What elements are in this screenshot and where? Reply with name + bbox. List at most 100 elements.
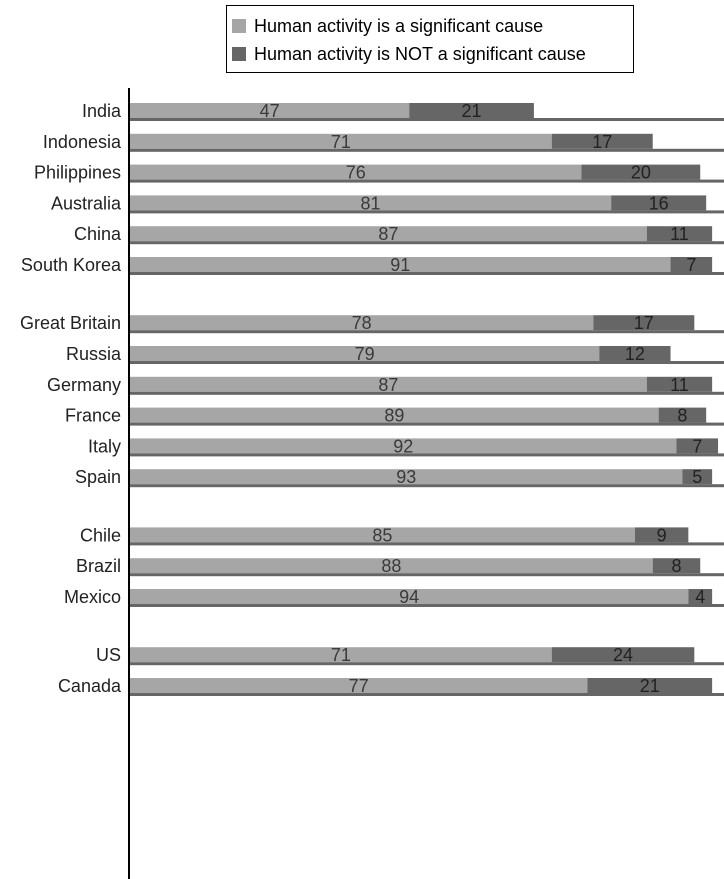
data-label-significant: 71 bbox=[331, 132, 351, 152]
bar-significant bbox=[130, 527, 635, 543]
bar-underline bbox=[130, 210, 724, 214]
data-label-significant: 47 bbox=[260, 101, 280, 121]
data-label-not-significant: 11 bbox=[670, 375, 689, 395]
data-label-significant: 76 bbox=[346, 163, 366, 183]
data-label-significant: 92 bbox=[393, 436, 413, 456]
data-label-not-significant: 20 bbox=[631, 163, 651, 183]
category-label: India bbox=[82, 101, 122, 121]
legend-label-not-significant: Human activity is NOT a significant caus… bbox=[254, 43, 586, 64]
legend-label-significant: Human activity is a significant cause bbox=[254, 15, 544, 36]
data-label-not-significant: 7 bbox=[692, 436, 702, 456]
bar-underline bbox=[130, 330, 724, 334]
bar-not-significant bbox=[409, 103, 534, 118]
data-label-not-significant: 8 bbox=[671, 556, 681, 576]
bar-not-significant bbox=[581, 164, 701, 180]
data-label-significant: 91 bbox=[390, 255, 410, 275]
bar-underline bbox=[130, 573, 724, 577]
bar-not-significant bbox=[682, 469, 713, 485]
bar-not-significant bbox=[551, 133, 653, 149]
bar-significant bbox=[130, 226, 647, 242]
data-label-significant: 87 bbox=[378, 375, 398, 395]
category-label: US bbox=[96, 645, 121, 665]
data-label-not-significant: 8 bbox=[677, 406, 687, 426]
data-label-not-significant: 7 bbox=[686, 255, 696, 275]
bar-not-significant bbox=[676, 438, 719, 454]
category-label: Chile bbox=[80, 525, 121, 545]
bar-significant bbox=[130, 376, 647, 392]
legend-swatch-significant bbox=[232, 19, 246, 33]
category-label: South Korea bbox=[21, 255, 122, 275]
data-label-not-significant: 5 bbox=[692, 467, 702, 487]
bar-not-significant bbox=[670, 257, 713, 272]
category-label: Italy bbox=[88, 436, 121, 456]
category-label: Australia bbox=[51, 193, 122, 213]
bar-underline bbox=[130, 453, 724, 457]
data-label-significant: 77 bbox=[349, 676, 369, 696]
bar-not-significant bbox=[658, 407, 707, 423]
bar-significant bbox=[130, 438, 677, 454]
bar-underline bbox=[130, 604, 724, 607]
data-label-not-significant: 24 bbox=[613, 645, 633, 665]
legend-item-not-significant: Human activity is NOT a significant caus… bbox=[232, 42, 586, 66]
data-label-not-significant: 17 bbox=[592, 132, 612, 152]
bar-significant bbox=[130, 469, 683, 485]
legend-swatch-not-significant bbox=[232, 47, 246, 61]
chart-legend: Human activity is a significant cause Hu… bbox=[226, 5, 634, 73]
category-label: France bbox=[65, 406, 121, 426]
category-label: Philippines bbox=[34, 163, 121, 183]
category-label: China bbox=[74, 224, 122, 244]
bar-significant bbox=[130, 589, 689, 604]
data-label-significant: 93 bbox=[396, 467, 416, 487]
category-label: Russia bbox=[66, 344, 122, 364]
data-label-significant: 81 bbox=[361, 193, 381, 213]
bar-underline bbox=[130, 422, 724, 426]
bar-significant bbox=[130, 407, 659, 423]
bar-not-significant bbox=[688, 589, 713, 604]
data-label-not-significant: 9 bbox=[657, 525, 667, 545]
data-label-significant: 71 bbox=[331, 645, 351, 665]
category-label: Spain bbox=[75, 467, 121, 487]
bar-not-significant bbox=[652, 558, 701, 574]
bar-not-significant bbox=[646, 226, 713, 242]
legend-item-significant: Human activity is a significant cause bbox=[232, 14, 543, 38]
bar-not-significant bbox=[611, 195, 707, 211]
bar-not-significant bbox=[646, 376, 713, 392]
bar-underline bbox=[130, 484, 724, 488]
bar-significant bbox=[130, 678, 588, 693]
data-label-not-significant: 17 bbox=[634, 313, 654, 333]
bar-underline bbox=[130, 118, 724, 121]
bar-not-significant bbox=[551, 647, 695, 663]
bar-underline bbox=[130, 241, 724, 245]
bar-significant bbox=[130, 195, 612, 211]
category-label: Brazil bbox=[76, 556, 121, 576]
data-label-significant: 94 bbox=[399, 587, 419, 607]
bar-significant bbox=[130, 315, 594, 331]
bar-significant bbox=[130, 133, 552, 149]
bar-underline bbox=[130, 272, 724, 275]
data-label-not-significant: 11 bbox=[670, 224, 689, 244]
bar-not-significant bbox=[593, 315, 695, 331]
bar-underline bbox=[130, 361, 724, 364]
bar-significant bbox=[130, 346, 600, 361]
data-label-significant: 88 bbox=[381, 556, 401, 576]
bar-underline bbox=[130, 662, 724, 666]
data-label-not-significant: 12 bbox=[625, 344, 645, 364]
bar-underline bbox=[130, 148, 724, 152]
data-label-not-significant: 4 bbox=[695, 587, 705, 607]
data-label-significant: 85 bbox=[372, 525, 392, 545]
bar-not-significant bbox=[634, 527, 689, 543]
bar-significant bbox=[130, 103, 410, 118]
bar-significant bbox=[130, 257, 671, 272]
category-label: Great Britain bbox=[20, 313, 121, 333]
data-label-significant: 87 bbox=[378, 224, 398, 244]
category-label: Indonesia bbox=[43, 132, 122, 152]
bar-underline bbox=[130, 693, 724, 696]
bar-underline bbox=[130, 179, 724, 183]
data-label-significant: 89 bbox=[384, 406, 404, 426]
bar-significant bbox=[130, 558, 653, 574]
category-label: Canada bbox=[58, 676, 122, 696]
bar-underline bbox=[130, 542, 724, 546]
bar-significant bbox=[130, 647, 552, 663]
